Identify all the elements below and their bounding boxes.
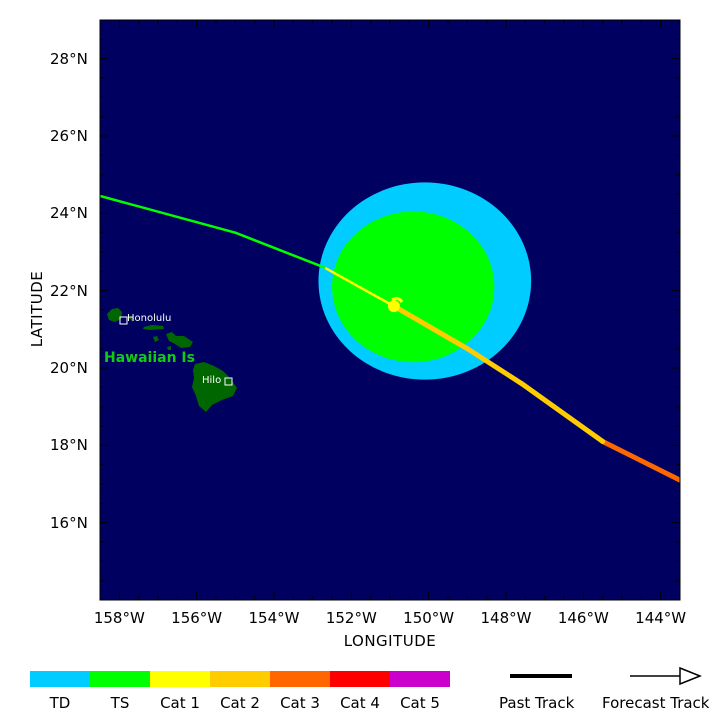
x-tick-label: 156°W: [171, 609, 223, 627]
x-tick-label: 154°W: [248, 609, 300, 627]
island-molokai: [143, 325, 164, 330]
x-tick-label: 148°W: [480, 609, 532, 627]
plot-frame: [99, 19, 681, 601]
island-oahu: [129, 316, 134, 322]
hawaiian-islands: [107, 308, 237, 412]
y-tick-label: 18°N: [50, 436, 88, 455]
x-tick-label: 152°W: [325, 609, 377, 627]
past-track-segment: [391, 303, 470, 352]
past-track-segment: [638, 458, 680, 483]
y-axis-title: LATITUDE: [28, 270, 46, 348]
island-kahoolawe: [167, 346, 171, 350]
forecast-track-legend-label: Forecast Track: [602, 694, 710, 712]
legend-label-ts: TS: [110, 694, 130, 712]
y-tick-label: 26°N: [50, 127, 88, 145]
honolulu-label: Honolulu: [127, 313, 172, 324]
hilo-label: Hilo: [202, 375, 222, 386]
axis-ticks: [100, 19, 680, 600]
forecast-track-segment: [234, 231, 326, 269]
legend-swatch-cat-5: [390, 671, 450, 687]
legend-swatch-cat-3: [270, 671, 330, 687]
legend-label-cat-4: Cat 4: [340, 694, 380, 712]
y-tick-label: 16°N: [50, 513, 88, 532]
y-tick-label: 24°N: [50, 204, 88, 223]
hawaiian-islands-label: Hawaiian Is: [104, 350, 195, 366]
hilo-marker: [224, 377, 233, 386]
y-tick-label: 28°N: [50, 49, 88, 68]
forecast-arrow-icon: [679, 666, 703, 686]
x-tick-label: 144°W: [635, 609, 687, 627]
x-axis-title: LONGITUDE: [343, 632, 437, 650]
current-position-marker: [387, 300, 400, 313]
past-track-legend-label: Past Track: [499, 694, 575, 712]
y-tick-label: 20°N: [50, 359, 88, 377]
x-tick-label: 158°W: [93, 609, 145, 627]
legend-label-cat-3: Cat 3: [280, 694, 320, 712]
storm-symbol-icon: [391, 296, 404, 303]
island-kauai: [107, 308, 122, 322]
legend-label-td: TD: [49, 694, 71, 712]
island-lanai: [153, 336, 159, 342]
forecast-track-segment: [323, 266, 396, 308]
intensity-legend-bar: [30, 671, 450, 687]
past-track-segment: [518, 380, 606, 444]
y-tick-label: 22°N: [50, 281, 88, 300]
past-track-segment: [600, 438, 644, 464]
legend-swatch-cat-4: [330, 671, 390, 687]
legend-label-cat-2: Cat 2: [220, 694, 260, 712]
legend-swatch-cat-2: [210, 671, 270, 687]
x-tick-label: 146°W: [557, 609, 609, 627]
legend-label-cat-1: Cat 1: [160, 694, 200, 712]
legend-swatch-ts: [90, 671, 150, 687]
legend-swatch-td: [30, 671, 90, 687]
forecast-track-segment: [100, 194, 237, 234]
legend-label-cat-5: Cat 5: [400, 694, 440, 712]
legend-swatch-cat-1: [150, 671, 210, 687]
island-maui: [166, 332, 193, 348]
honolulu-marker: [119, 316, 128, 325]
wind-radius-ts: [332, 211, 495, 363]
past-track-segment: [464, 346, 524, 386]
x-tick-label: 150°W: [403, 609, 455, 627]
island-hawaii: [192, 362, 237, 412]
